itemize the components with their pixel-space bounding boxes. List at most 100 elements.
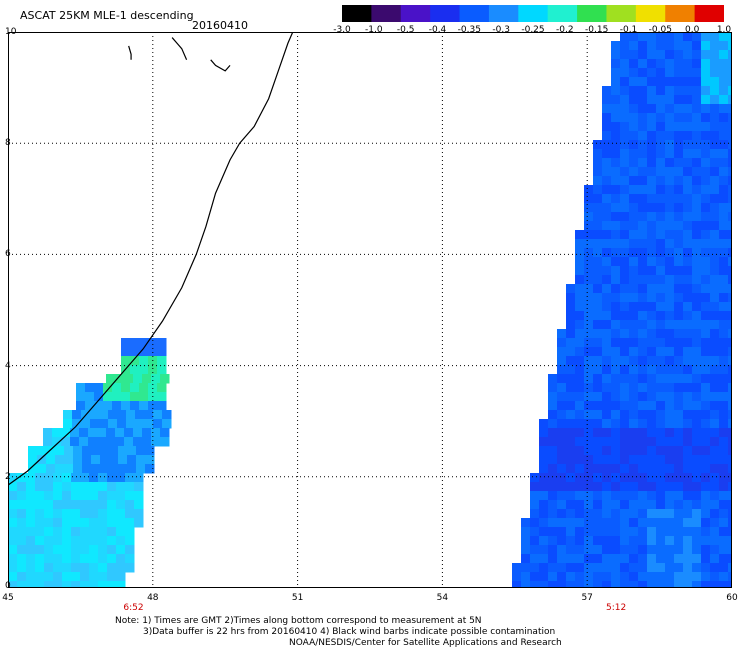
swath-cell-east: [674, 86, 684, 96]
swath-cell-east: [701, 491, 711, 501]
swath-cell-east: [683, 275, 693, 285]
swath-cell-east: [692, 428, 702, 438]
swath-cell-east: [593, 455, 603, 465]
swath-cell-west: [116, 482, 126, 492]
swath-cell-east: [701, 41, 711, 51]
swath-cell-east: [575, 374, 585, 384]
swath-cell-east: [683, 194, 693, 204]
swath-cell-east: [674, 59, 684, 69]
swath-cell-west: [46, 464, 56, 474]
swath-cell-west: [134, 500, 144, 510]
colorbar-swatch: [430, 5, 461, 22]
swath-cell-west: [26, 545, 36, 555]
swath-cell-east: [593, 500, 603, 510]
swath-cell-east: [728, 239, 732, 249]
swath-cell-east: [665, 248, 675, 258]
swath-cell-west: [107, 491, 117, 501]
swath-cell-east: [728, 527, 732, 537]
swath-cell-east: [611, 437, 621, 447]
swath-cell-west: [98, 473, 108, 483]
swath-cell-east: [728, 455, 732, 465]
swath-cell-west: [90, 410, 100, 420]
swath-cell-east: [692, 257, 702, 267]
swath-cell-west: [134, 509, 144, 519]
swath-cell-east: [710, 347, 720, 357]
swath-cell-west: [44, 527, 54, 537]
swath-cell-west: [153, 419, 163, 429]
swath-cell-east: [593, 374, 603, 384]
swath-cell-east: [683, 320, 693, 330]
swath-cell-east: [710, 311, 720, 321]
swath-cell-east: [647, 329, 657, 339]
swath-cell-east: [692, 329, 702, 339]
swath-cell-east: [620, 500, 630, 510]
swath-cell-west: [26, 581, 36, 588]
swath-cell-east: [638, 248, 648, 258]
swath-cell-east: [665, 95, 675, 105]
swath-cell-east: [692, 392, 702, 402]
swath-cell-east: [665, 41, 675, 51]
swath-cell-east: [566, 311, 576, 321]
swath-cell-east: [638, 428, 648, 438]
swath-cell-east: [611, 302, 621, 312]
swath-cell-west: [80, 563, 90, 573]
swath-cell-east: [692, 383, 702, 393]
colorbar-tick-label: -0.15: [585, 25, 609, 35]
swath-cell-east: [602, 293, 612, 303]
swath-cell-east: [620, 59, 630, 69]
swath-cell-east: [611, 554, 621, 564]
swath-cell-east: [656, 248, 666, 258]
swath-cell-east: [656, 410, 666, 420]
swath-cell-east: [701, 374, 711, 384]
swath-cell-east: [629, 419, 639, 429]
swath-cell-east: [692, 230, 702, 240]
swath-cell-east: [719, 302, 729, 312]
swath-cell-east: [710, 212, 720, 222]
swath-cell-east: [629, 68, 639, 78]
swath-cell-west: [44, 554, 54, 564]
swath-cell-west: [82, 464, 92, 474]
swath-cell-east: [710, 401, 720, 411]
swath-cell-east: [728, 284, 732, 294]
swath-cell-east: [629, 140, 639, 150]
swath-cell-east: [602, 374, 612, 384]
swath-cell-east: [602, 212, 612, 222]
swath-cell-west: [89, 518, 99, 528]
swath-cell-west: [107, 518, 117, 528]
swath-cell-east: [719, 32, 729, 42]
swath-cell-east: [593, 293, 603, 303]
swath-cell-east: [656, 383, 666, 393]
swath-cell-east: [620, 419, 630, 429]
swath-cell-east: [728, 230, 732, 240]
swath-cell-east: [674, 302, 684, 312]
swath-cell-east: [647, 365, 657, 375]
swath-cell-west: [80, 473, 90, 483]
swath-cell-east: [638, 545, 648, 555]
swath-cell-east: [665, 275, 675, 285]
swath-cell-east: [692, 365, 702, 375]
swath-cell-west: [26, 518, 36, 528]
swath-cell-east: [638, 302, 648, 312]
swath-cell-east: [665, 545, 675, 555]
swath-cell-east: [692, 482, 702, 492]
swath-cell-east: [728, 185, 732, 195]
swath-cell-east: [620, 311, 630, 321]
swath-cell-east: [620, 230, 630, 240]
swath-cell-east: [620, 365, 630, 375]
swath-cell-east: [728, 194, 732, 204]
swath-cell-east: [728, 410, 732, 420]
swath-cell-east: [602, 527, 612, 537]
swath-cell-east: [557, 401, 567, 411]
swath-cell-east: [638, 122, 648, 132]
swath-cell-east: [647, 473, 657, 483]
swath-cell-east: [710, 473, 720, 483]
swath-cell-west: [162, 410, 172, 420]
swath-cell-east: [701, 428, 711, 438]
swath-cell-east: [710, 563, 720, 573]
swath-cell-east: [629, 95, 639, 105]
swath-cell-east: [647, 230, 657, 240]
swath-cell-east: [602, 329, 612, 339]
swath-cell-east: [638, 509, 648, 519]
swath-cell-east: [647, 140, 657, 150]
swath-cell-east: [692, 131, 702, 141]
